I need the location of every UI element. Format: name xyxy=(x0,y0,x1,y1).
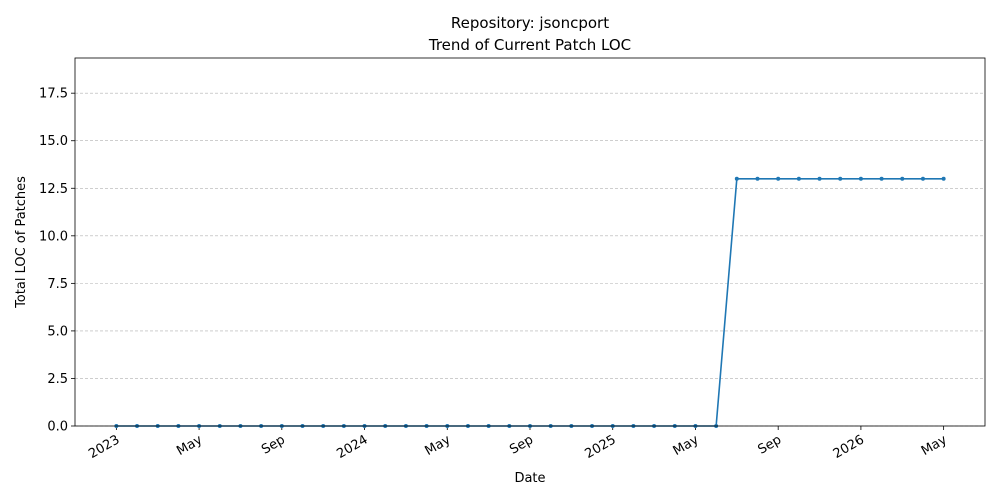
x-tick-label: May xyxy=(919,432,950,459)
x-tick-label: 2025 xyxy=(583,432,619,462)
x-tick-label: Sep xyxy=(755,432,784,457)
chart-subtitle: Trend of Current Patch LOC xyxy=(428,36,631,54)
y-tick-label: 2.5 xyxy=(47,372,68,387)
point xyxy=(796,176,801,181)
x-tick-label: May xyxy=(174,432,205,459)
y-tick-label: 17.5 xyxy=(39,87,68,102)
y-axis-label: Total LOC of Patches xyxy=(14,176,29,309)
x-axis-label: Date xyxy=(514,471,545,486)
point xyxy=(817,176,822,181)
point xyxy=(900,176,905,181)
y-tick-label: 15.0 xyxy=(39,134,68,149)
y-tick-label: 0.0 xyxy=(47,420,68,435)
plot-frame xyxy=(74,57,986,427)
x-tick-label: 2023 xyxy=(86,432,122,462)
y-tick-label: 5.0 xyxy=(47,324,68,339)
point xyxy=(755,176,760,181)
x-tick-label: Sep xyxy=(507,432,536,457)
x-tick-label: May xyxy=(422,432,453,459)
point xyxy=(776,176,781,181)
point xyxy=(941,176,946,181)
x-tick-label: 2024 xyxy=(334,432,370,462)
x-tick-label: May xyxy=(671,432,702,459)
point xyxy=(858,176,863,181)
point xyxy=(734,176,739,181)
point xyxy=(879,176,884,181)
point xyxy=(920,176,925,181)
line xyxy=(116,177,944,427)
y-tick-label: 12.5 xyxy=(39,182,68,197)
x-tick-label: Sep xyxy=(259,432,288,457)
chart-title: Repository: jsoncport xyxy=(451,14,609,32)
x-tick-label: 2026 xyxy=(831,432,867,462)
point xyxy=(838,176,843,181)
y-tick-label: 10.0 xyxy=(39,229,68,244)
y-tick-label: 7.5 xyxy=(47,277,68,292)
